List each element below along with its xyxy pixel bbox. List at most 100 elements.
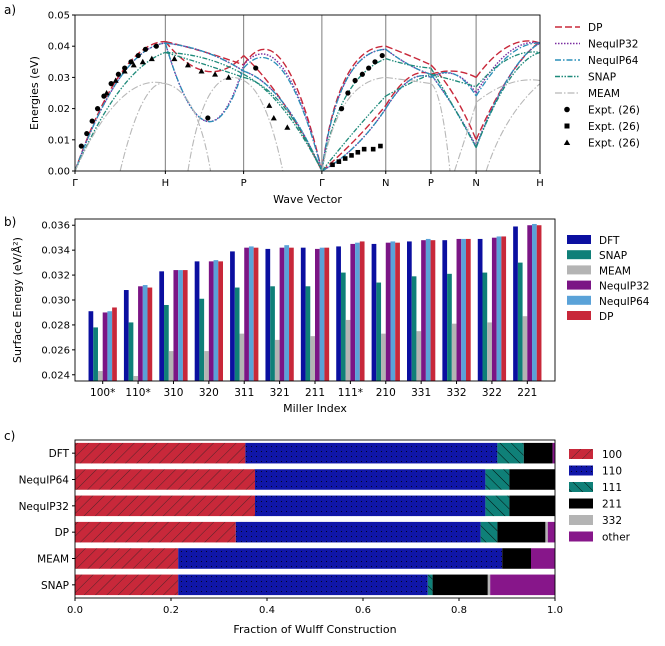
wulff-segment-111 [427, 574, 433, 596]
dispersion-branch-nequip64 [243, 56, 323, 172]
y-tick-label: DFT [49, 448, 70, 460]
legend-swatch-expt-square [564, 123, 570, 129]
legend-label: NequIP32 [588, 39, 638, 51]
bar-nequip32 [421, 240, 426, 381]
y-tick-label: NequIP32 [19, 501, 69, 513]
expt-point-circle [359, 71, 365, 77]
x-tick-label: 210 [376, 387, 396, 399]
bar-dp [218, 261, 223, 381]
legend: DFT SNAP MEAM NequIP32 NequIP64 DP [567, 235, 650, 323]
y-tick-label: NequIP64 [19, 475, 70, 487]
bar-nequip32 [102, 312, 108, 381]
bar-nequip64 [319, 247, 325, 381]
panel-label-b: b) [4, 215, 16, 229]
legend-label: SNAP [588, 72, 616, 84]
expt-point-square [361, 146, 367, 152]
x-tick-label: Γ [72, 178, 78, 189]
dispersion-branch-meam [385, 76, 432, 85]
dispersion-branch-snap [475, 51, 541, 148]
dispersion-branch-nequip32 [165, 42, 244, 72]
bar-nequip64 [461, 238, 466, 381]
bar-dft [336, 246, 341, 381]
bar-nequip32 [527, 225, 533, 381]
bar-meam [416, 331, 422, 381]
dispersion-branch-snap [321, 95, 387, 172]
dispersion-branch-nequip64 [164, 42, 245, 123]
bar-meam [451, 323, 457, 381]
legend-swatch-100 [569, 449, 593, 459]
legend-swatch-dft [567, 235, 591, 244]
bar-dp [324, 247, 330, 381]
bar-meam [345, 319, 351, 381]
expt-point-triangle [270, 114, 277, 121]
dispersion-branch-meam [165, 83, 212, 172]
bar-dp [536, 225, 542, 381]
dispersion-branch-meam [243, 80, 284, 172]
bar-nequip64 [213, 260, 219, 381]
y-tick-label: 0.01 [48, 135, 70, 146]
y-tick-label: 0.030 [41, 296, 70, 307]
bar-dp [395, 242, 400, 381]
panel-a-frame [74, 14, 541, 172]
dispersion-branch-meam [119, 82, 166, 172]
x-tick-label: 0.6 [355, 605, 371, 616]
legend-swatch-111 [569, 482, 593, 492]
dispersion-branch-nequip32 [475, 41, 541, 94]
legend-swatch-meam [567, 265, 591, 275]
legend-label: DP [599, 311, 613, 323]
expt-point-square [378, 143, 383, 149]
wulff-segment-110 [178, 574, 428, 596]
wulff-segment-100 [75, 574, 179, 596]
bar-dp [253, 247, 259, 381]
legend-label: NequIP64 [588, 55, 639, 67]
x-tick-label: 111* [338, 387, 363, 399]
expt-point-triangle [121, 68, 128, 74]
y-tick-label: 0.03 [48, 73, 70, 84]
x-tick-label: N [472, 178, 479, 189]
dispersion-branch-snap [430, 67, 477, 148]
bar-dft [300, 247, 306, 381]
legend-label: Expt. (26) [588, 138, 640, 150]
legend-label: 211 [602, 499, 622, 511]
expt-point-circle [89, 118, 95, 124]
dispersion-branch-nequip32 [164, 42, 245, 123]
bar-dft [407, 241, 412, 381]
dispersion-branch-meam [453, 100, 478, 172]
expt-point-square [342, 156, 348, 161]
legend-label: Expt. (26) [588, 105, 640, 117]
dispersion-branch-nequip32 [243, 70, 323, 172]
bar-nequip32 [138, 286, 143, 381]
dispersion-branch-dp [243, 55, 323, 172]
wulff-segment-100 [75, 521, 236, 543]
bar-meam [133, 376, 139, 381]
bar-dft [123, 290, 129, 381]
y-tick-label: 0.04 [48, 42, 70, 53]
wulff-segment-211 [509, 469, 555, 490]
expt-point-triangle [171, 55, 178, 62]
wulff-segment-100 [75, 442, 246, 464]
expt-point-triangle [198, 68, 205, 74]
expt-point-triangle [112, 77, 119, 83]
dispersion-branch-snap [385, 58, 431, 69]
x-axis-label: Miller Index [283, 402, 347, 415]
x-tick-label: 0.2 [163, 605, 179, 616]
expt-point-square [330, 162, 335, 168]
bar-dp [465, 238, 471, 381]
expt-point-circle [108, 81, 114, 87]
wulff-segment-111 [480, 521, 498, 543]
x-axis-label: Wave Vector [273, 193, 342, 206]
bar-nequip64 [107, 311, 113, 381]
dispersion-branch-nequip64 [321, 48, 386, 172]
expt-point-circle [366, 65, 372, 71]
expt-point-triangle [130, 61, 137, 68]
bar-dp [289, 247, 294, 381]
x-tick-label: 331 [411, 387, 431, 399]
expt-point-triangle [103, 90, 110, 96]
x-tick-label: 321 [270, 387, 290, 399]
bar-nequip32 [491, 237, 497, 381]
bar-meam [274, 339, 280, 381]
y-tick-label: 0.02 [48, 104, 70, 115]
x-tick-label: 100* [90, 387, 115, 399]
y-tick-label: 0.00 [48, 167, 70, 178]
